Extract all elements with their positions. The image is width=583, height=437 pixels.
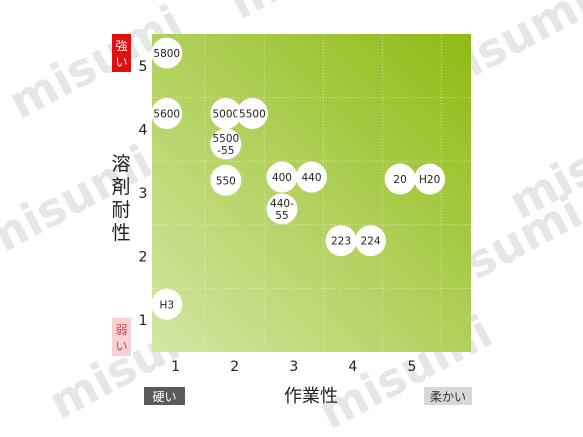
x-tick-label: 5 [407,359,416,375]
data-point-label: 440 [301,172,321,184]
y-axis-label-char: 溶 [111,153,130,175]
y-tick-label: 1 [139,313,148,329]
data-point: 440-55 [266,193,298,225]
data-point-marker [210,128,242,160]
hard-badge-label: 硬い [152,390,176,404]
data-point-label: 224 [361,236,381,248]
data-point: 400 [266,161,298,193]
weak-badge-label: 弱 [115,323,127,337]
data-point-marker [266,161,298,193]
data-point-label: 400 [272,172,292,184]
data-point: 5500-55 [210,128,242,160]
data-point-marker [210,98,242,129]
y-tick-label: 4 [139,122,148,138]
data-point: 440 [296,161,327,193]
grid-lines [152,34,471,352]
data-point-label: 223 [331,236,351,248]
weak-badge [112,318,131,356]
y-tick-label: 2 [139,250,148,266]
watermark-text: misumi [220,0,411,30]
data-point-label: 5800 [153,48,180,60]
data-point-label: 5500 [212,133,239,145]
data-point-marker [325,225,357,257]
y-tick-label: 3 [139,186,148,202]
y-axis-label-char: 剤 [111,176,130,198]
data-point-marker [151,98,183,129]
hard-badge [144,387,185,405]
x-tick-label: 4 [348,359,357,375]
data-point-marker [414,163,446,195]
data-point-label: 5000 [212,109,239,121]
data-point-marker [210,164,242,196]
data-point-label: 440- [270,198,294,210]
strong-badge-label: 強 [115,39,127,53]
data-point-marker [266,193,298,225]
data-point-label: H3 [159,299,174,311]
data-point-marker [151,37,183,69]
data-point: H20 [414,163,446,195]
data-point: 224 [355,225,387,257]
x-tick-labels: 1 2 3 4 5 [171,359,416,375]
soft-badge-label: 柔かい [430,390,466,404]
data-point-label: 5500 [239,109,266,121]
data-point-label: 5600 [153,109,180,121]
weak-badge-label-2: い [115,339,127,353]
soft-badge [424,387,472,405]
data-point: 550 [210,164,242,196]
y-tick-labels: 1 2 3 4 5 [139,59,148,329]
data-point-label: 55 [275,210,288,222]
data-point: 5600 [151,98,183,129]
x-tick-label: 2 [230,359,239,375]
watermark-text: misumi [0,134,161,270]
x-axis-label: 作業性 [284,386,338,407]
strong-badge-label-2: い [115,55,127,69]
strong-badge [112,34,131,72]
data-point-marker [355,225,387,257]
data-point-marker [384,163,416,195]
data-point-label: H20 [419,174,440,186]
data-point: H3 [151,288,183,320]
data-point: 5800 [151,37,183,69]
y-tick-label: 5 [139,59,148,75]
y-axis-label-char: 耐 [111,199,130,221]
data-point-marker [236,98,268,129]
x-tick-label: 3 [289,359,298,375]
data-point-label: -55 [217,145,234,157]
x-tick-label: 1 [171,359,180,375]
data-point-label: 20 [393,174,406,186]
data-point-marker [296,161,327,193]
data-point-label: 550 [216,175,236,187]
data-point-marker [151,288,183,320]
y-axis-label-char: 性 [111,222,130,244]
data-point: 20 [384,163,416,195]
data-point: 5000 [210,98,242,129]
data-point: 223 [325,225,357,257]
data-point: 5500 [236,98,268,129]
